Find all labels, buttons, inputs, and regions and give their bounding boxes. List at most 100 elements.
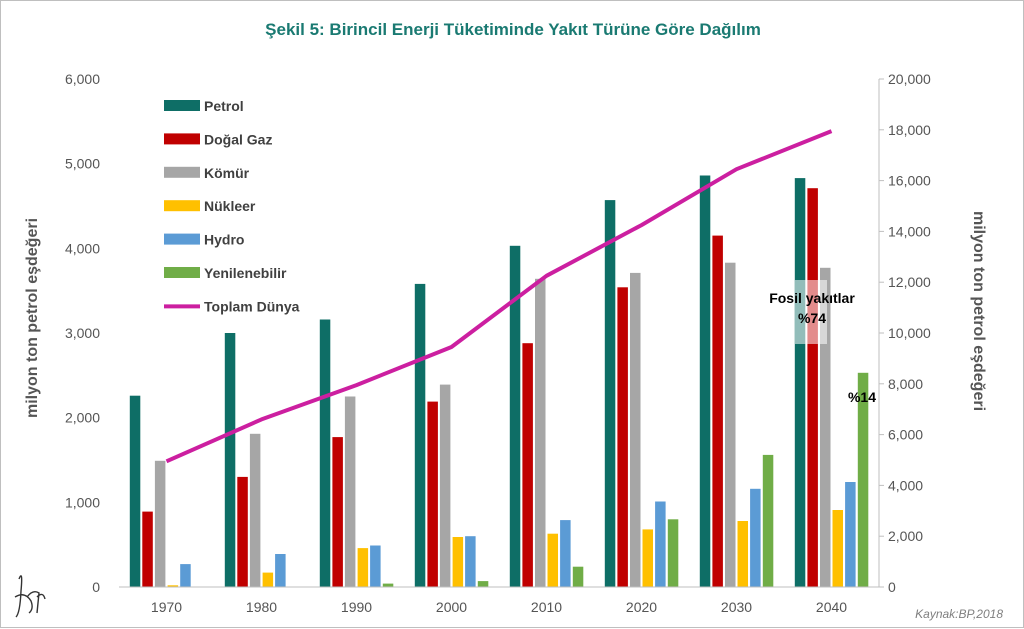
series-line <box>165 129 833 464</box>
annotation-highlight <box>795 280 827 344</box>
bar <box>572 566 584 587</box>
bar <box>699 175 711 587</box>
x-tick-label: 1990 <box>341 599 372 615</box>
legend-label: Toplam Dünya <box>204 298 300 314</box>
right-tick-label: 16,000 <box>888 173 931 189</box>
left-axis-title: milyon ton petrol eşdeğeri <box>24 218 41 418</box>
right-tick-label: 10,000 <box>888 325 931 341</box>
x-axis: 1970 1980 1990 2000 2010 2020 2030 2040 <box>151 599 847 615</box>
legend-swatch <box>164 267 200 278</box>
legend-swatch <box>164 200 200 212</box>
renewable-annotation: %14 <box>848 389 876 405</box>
legend-swatch <box>164 133 200 145</box>
bar <box>167 585 179 587</box>
bar <box>845 482 856 587</box>
bar <box>180 564 191 587</box>
bar <box>725 262 736 587</box>
bar <box>414 283 426 587</box>
bar <box>357 548 369 587</box>
bar <box>547 533 558 587</box>
right-y-axis: 0 2,000 4,000 6,000 8,000 10,000 12,000 14,000 1… <box>879 71 931 595</box>
x-tick-label: 2000 <box>436 599 467 615</box>
bar <box>794 178 806 587</box>
bar <box>427 401 438 587</box>
bar <box>439 384 451 587</box>
bar <box>535 278 546 587</box>
bar <box>249 433 261 587</box>
bar <box>604 200 616 587</box>
legend-label: Yenilenebilir <box>204 265 287 281</box>
left-tick-label: 5,000 <box>65 156 100 172</box>
x-tick-label: 1970 <box>151 599 182 615</box>
bar <box>857 372 869 587</box>
bar <box>319 319 331 587</box>
legend-label: Kömür <box>204 165 250 181</box>
bar <box>224 333 236 587</box>
right-tick-label: 12,000 <box>888 274 931 290</box>
left-tick-label: 1,000 <box>65 494 100 510</box>
right-tick-label: 6,000 <box>888 427 923 443</box>
bar <box>807 188 818 587</box>
left-tick-label: 2,000 <box>65 410 100 426</box>
signature-mark <box>14 575 46 618</box>
bar <box>382 583 394 587</box>
bar <box>477 581 489 587</box>
bar <box>737 521 748 587</box>
bar <box>522 343 533 587</box>
fossil-annotation-line2: %74 <box>798 310 826 326</box>
bar <box>509 245 521 588</box>
x-tick-label: 2020 <box>626 599 657 615</box>
bar <box>667 519 679 587</box>
bar <box>237 476 248 587</box>
x-tick-label: 2010 <box>531 599 562 615</box>
x-tick-label: 1980 <box>246 599 277 615</box>
total-line <box>165 129 833 464</box>
right-axis-title: milyon ton petrol eşdeğeri <box>970 211 987 411</box>
bar <box>630 272 641 587</box>
legend-label: Hydro <box>204 232 244 248</box>
left-tick-label: 0 <box>92 579 100 595</box>
bar <box>452 537 464 587</box>
right-tick-label: 8,000 <box>888 376 923 392</box>
legend: Petrol Doğal Gaz Kömür Nükleer Hydro Yenilene… <box>164 98 300 314</box>
left-y-axis: 0 1,000 2,000 3,000 4,000 5,000 6,000 <box>65 71 100 595</box>
legend-swatch <box>164 166 200 178</box>
bar <box>712 235 723 587</box>
bar <box>370 545 381 587</box>
right-tick-label: 0 <box>888 579 896 595</box>
legend-swatch <box>164 100 200 111</box>
bar <box>332 437 343 587</box>
left-tick-label: 6,000 <box>65 71 100 87</box>
fossil-annotation-line1: Fosil yakıtlar <box>769 290 855 306</box>
bar <box>655 501 666 587</box>
bar <box>154 460 166 587</box>
chart-title: Şekil 5: Birincil Enerji Tüketiminde Yak… <box>265 20 761 39</box>
bar <box>262 572 274 587</box>
right-tick-label: 2,000 <box>888 528 923 544</box>
bar <box>820 267 831 587</box>
bar <box>142 511 153 587</box>
right-tick-label: 20,000 <box>888 71 931 87</box>
bar <box>762 454 774 587</box>
right-tick-label: 4,000 <box>888 477 923 493</box>
bar <box>642 529 653 587</box>
left-tick-label: 4,000 <box>65 240 100 256</box>
x-tick-label: 2030 <box>721 599 752 615</box>
bar <box>560 520 571 587</box>
legend-swatch <box>164 233 200 245</box>
bar <box>465 536 476 587</box>
bar <box>750 488 761 587</box>
left-tick-label: 3,000 <box>65 325 100 341</box>
bar <box>832 510 843 587</box>
right-tick-label: 18,000 <box>888 122 931 138</box>
right-tick-label: 14,000 <box>888 223 931 239</box>
bars <box>129 175 869 588</box>
bar <box>344 396 356 587</box>
bar <box>129 395 141 587</box>
legend-label: Petrol <box>204 98 244 114</box>
source-note: Kaynak:BP,2018 <box>915 607 1003 621</box>
bar <box>617 287 628 587</box>
x-tick-label: 2040 <box>816 599 847 615</box>
